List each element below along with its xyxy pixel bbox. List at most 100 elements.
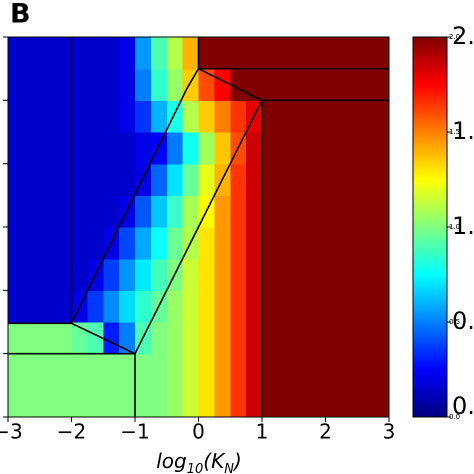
heat-cell xyxy=(246,227,263,260)
heat-cell xyxy=(277,258,295,291)
heat-cell xyxy=(23,68,41,101)
x-axis-label-part: ) xyxy=(232,449,242,473)
heat-cell xyxy=(166,132,184,165)
heat-cell xyxy=(8,132,25,165)
heat-cell xyxy=(103,258,120,291)
heat-cell xyxy=(150,132,168,165)
heat-cell xyxy=(341,258,358,291)
heat-cell xyxy=(341,195,358,228)
heat-cell xyxy=(119,258,136,291)
heat-cell xyxy=(246,353,263,386)
heat-cell xyxy=(357,132,374,165)
heat-cell xyxy=(103,163,120,196)
heat-cell xyxy=(150,227,168,260)
heat-cell xyxy=(262,322,279,355)
heat-cell xyxy=(373,353,389,386)
heat-cell xyxy=(277,37,295,70)
heat-cell xyxy=(71,37,88,70)
x-axis-label-part: 10 xyxy=(187,462,204,474)
heat-cell xyxy=(8,258,25,291)
heat-cell xyxy=(325,100,342,133)
heat-cell xyxy=(325,385,342,417)
heat-cell xyxy=(87,100,104,133)
heat-cell xyxy=(214,227,231,260)
heat-cell xyxy=(293,290,311,323)
heat-cell xyxy=(135,290,152,323)
heat-cell xyxy=(55,68,73,101)
heat-cell xyxy=(309,258,327,291)
heat-cell xyxy=(150,258,168,291)
heat-cell xyxy=(39,258,57,291)
heat-cell xyxy=(166,227,184,260)
heat-cell xyxy=(293,385,311,417)
heat-cell xyxy=(357,322,374,355)
heat-cell xyxy=(373,322,389,355)
heat-cell xyxy=(357,68,374,101)
heat-cell xyxy=(182,322,200,355)
x-axis-label-part: (K xyxy=(203,449,226,473)
heat-cell xyxy=(119,290,136,323)
heat-cell xyxy=(166,68,184,101)
heat-cell xyxy=(230,163,247,196)
heat-cell xyxy=(325,322,342,355)
heat-cell xyxy=(71,163,88,196)
heat-cell xyxy=(119,132,136,165)
heat-cell xyxy=(214,353,231,386)
heat-cell xyxy=(182,290,200,323)
heat-cell xyxy=(341,163,358,196)
heat-cell xyxy=(277,227,295,260)
heat-cell xyxy=(87,68,104,101)
heat-cell xyxy=(230,37,247,70)
heat-cell xyxy=(262,68,279,101)
heat-cell xyxy=(293,227,311,260)
heat-cell xyxy=(182,353,200,386)
heat-cell xyxy=(103,322,120,355)
heat-cell xyxy=(39,100,57,133)
heat-cell xyxy=(357,163,374,196)
heat-cell xyxy=(87,132,104,165)
x-tick-label: −1 xyxy=(120,420,149,444)
heat-cell xyxy=(341,353,358,386)
heat-cell xyxy=(39,68,57,101)
heat-cell xyxy=(103,290,120,323)
heat-cell xyxy=(87,322,104,355)
heat-cell xyxy=(8,163,25,196)
heat-cell xyxy=(230,227,247,260)
heat-cell xyxy=(135,227,152,260)
heat-cell xyxy=(135,195,152,228)
heat-cell xyxy=(341,100,358,133)
heat-cell xyxy=(341,322,358,355)
heat-cell xyxy=(246,290,263,323)
heat-cell xyxy=(150,100,168,133)
colorbar-tick-label: 1.5 xyxy=(449,128,460,136)
heat-cell xyxy=(214,385,231,417)
heat-cell xyxy=(71,353,88,386)
heat-cell xyxy=(39,132,57,165)
heat-cell xyxy=(341,290,358,323)
heat-cell xyxy=(373,37,389,70)
heat-cell xyxy=(119,227,136,260)
heat-cell xyxy=(357,195,374,228)
heat-cell xyxy=(166,195,184,228)
heat-cell xyxy=(293,322,311,355)
heat-cell xyxy=(8,100,25,133)
heat-cell xyxy=(23,258,41,291)
heat-cell xyxy=(230,385,247,417)
heat-cell xyxy=(198,385,215,417)
heat-cell xyxy=(373,195,389,228)
heat-cell xyxy=(182,163,200,196)
heat-cell xyxy=(8,227,25,260)
heat-cell xyxy=(135,37,152,70)
heat-cell xyxy=(230,258,247,291)
heat-cell xyxy=(262,353,279,386)
heat-cell xyxy=(71,100,88,133)
x-axis-label: log10(KN) xyxy=(156,449,242,474)
heat-cell xyxy=(341,68,358,101)
heat-cell xyxy=(39,227,57,260)
heat-cell xyxy=(293,68,311,101)
heat-cell xyxy=(214,37,231,70)
heat-cell xyxy=(87,163,104,196)
heat-cell xyxy=(246,132,263,165)
heat-cell xyxy=(246,258,263,291)
heat-cell xyxy=(150,68,168,101)
